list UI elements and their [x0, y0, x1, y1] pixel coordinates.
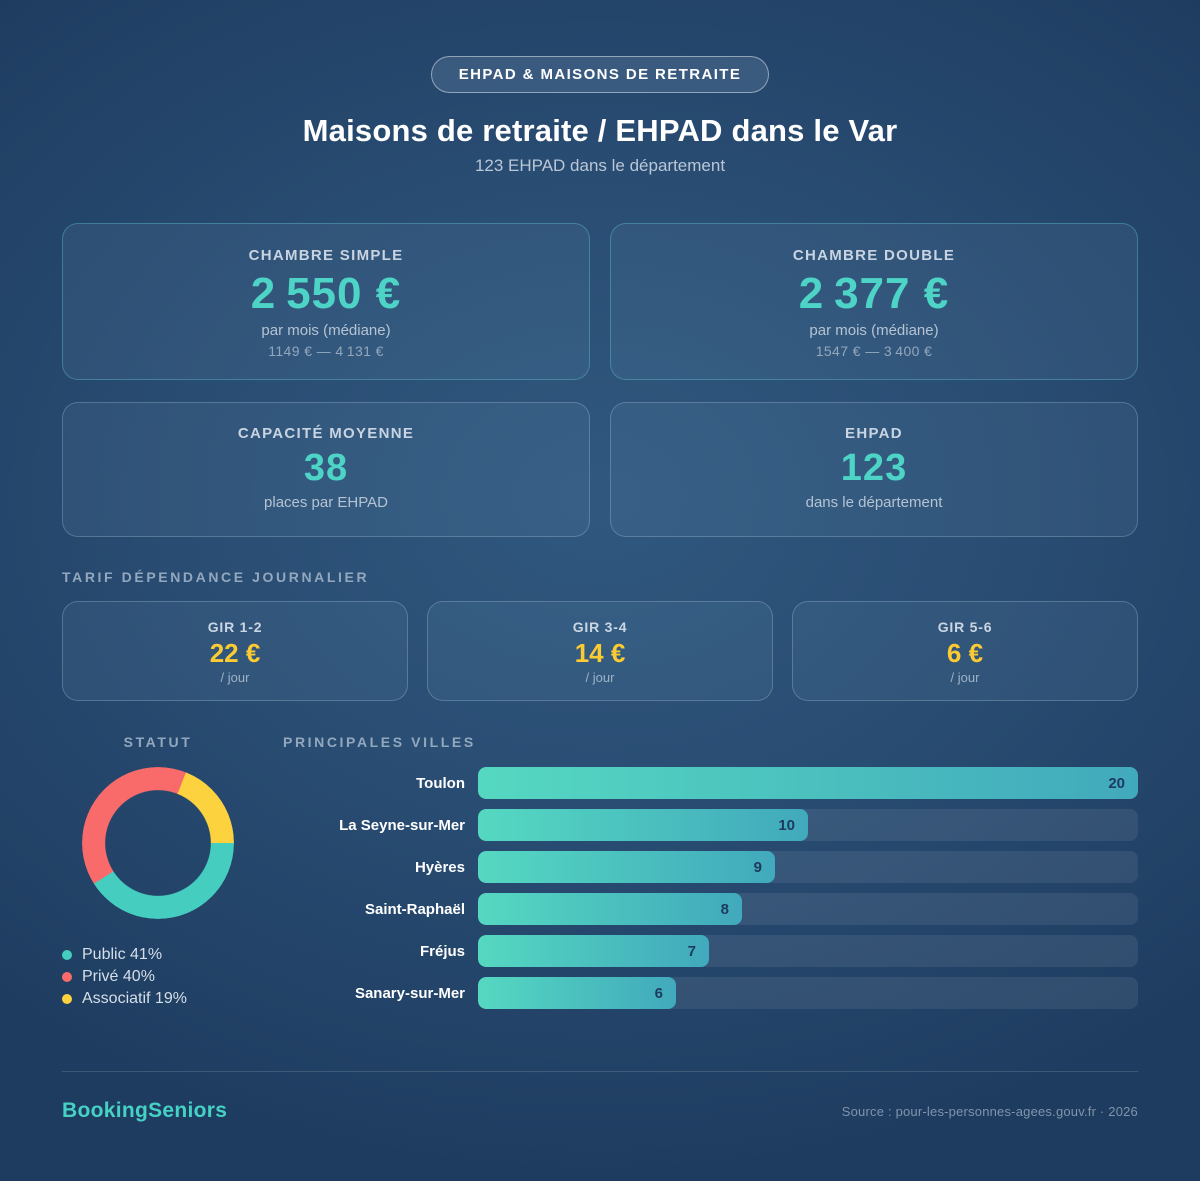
bar-value-label: 9 — [753, 858, 762, 876]
gir-label: GIR 1-2 — [207, 619, 263, 635]
bar-city-label: Toulon — [416, 774, 465, 792]
bar-fill: 7 — [478, 935, 709, 967]
card-subtext: places par EHPAD — [264, 494, 388, 511]
legend-item: Privé 40% — [62, 966, 282, 988]
statut-donut-chart — [82, 767, 234, 919]
gir-per-day: / jour — [585, 670, 615, 685]
legend-item: Associatif 19% — [62, 988, 282, 1010]
card-label: CHAMBRE SIMPLE — [248, 247, 404, 264]
bar-value-label: 8 — [720, 900, 729, 918]
legend-dot — [62, 950, 72, 960]
bar-city-label: La Seyne-sur-Mer — [339, 816, 465, 834]
statut-legend: Public 41% Privé 40% Associatif 19% — [62, 944, 282, 1010]
bar-city-label: Hyères — [414, 858, 465, 876]
gir-card-5-6: GIR 5-6 6 € / jour — [792, 601, 1138, 701]
card-label: EHPAD — [845, 425, 903, 442]
gir-cards-row: GIR 1-2 22 € / jour GIR 3-4 14 € / jour … — [62, 601, 1138, 701]
card-range: 1547 € — 3 400 € — [815, 343, 933, 359]
footer: BookingSeniors Source : pour-les-personn… — [62, 1072, 1138, 1123]
gir-label: GIR 3-4 — [572, 619, 628, 635]
bar-value-label: 10 — [778, 816, 795, 834]
legend-label: Privé 40% — [82, 968, 155, 985]
stat-card-capacite: CAPACITÉ MOYENNE 38 places par EHPAD — [62, 402, 590, 537]
bar-track: 20 — [478, 767, 1138, 799]
legend-label: Public 41% — [82, 946, 163, 963]
bar-track: 7 — [478, 935, 1138, 967]
gir-label: GIR 5-6 — [937, 619, 993, 635]
brand-logo: BookingSeniors — [62, 1099, 228, 1122]
gir-card-3-4: GIR 3-4 14 € / jour — [427, 601, 773, 701]
bar-track: 10 — [478, 809, 1138, 841]
card-range: 1149 € — 4 131 € — [268, 343, 384, 359]
stat-card-chambre-simple: CHAMBRE SIMPLE 2 550 € par mois (médiane… — [62, 223, 590, 380]
header: EHPAD & MAISONS DE RETRAITE Maisons de r… — [62, 0, 1138, 177]
bar-fill: 20 — [478, 767, 1138, 799]
bar-row: Fréjus 7 — [283, 935, 1138, 967]
bar-fill: 6 — [478, 977, 676, 1009]
bar-track: 8 — [478, 893, 1138, 925]
donut-ring — [82, 767, 234, 919]
statut-chart-block: STATUT Public 41% Privé 40% Associatif 1… — [62, 734, 282, 1010]
stat-cards-row-1: CHAMBRE SIMPLE 2 550 € par mois (médiane… — [62, 223, 1138, 380]
bar-track: 9 — [478, 851, 1138, 883]
bar-row: Hyères 9 — [283, 851, 1138, 883]
card-subtext: par mois (médiane) — [261, 322, 391, 339]
card-label: CAPACITÉ MOYENNE — [237, 425, 415, 442]
bar-value-label: 7 — [687, 942, 696, 960]
gir-per-day: / jour — [220, 670, 250, 685]
statut-heading: STATUT — [123, 734, 193, 750]
villes-chart-block: PRINCIPALES VILLES Toulon 20 La Seyne-su… — [282, 734, 1138, 1009]
legend-dot — [62, 994, 72, 1004]
legend-label: Associatif 19% — [82, 990, 187, 1007]
card-value: 38 — [303, 447, 349, 489]
bar-row: Saint-Raphaël 8 — [283, 893, 1138, 925]
page-subtitle: 123 EHPAD dans le département — [474, 156, 726, 175]
stat-card-chambre-double: CHAMBRE DOUBLE 2 377 € par mois (médiane… — [610, 223, 1138, 380]
bar-row: Sanary-sur-Mer 6 — [283, 977, 1138, 1009]
gir-card-1-2: GIR 1-2 22 € / jour — [62, 601, 408, 701]
gir-value: 14 € — [574, 638, 626, 668]
footer-divider — [62, 1071, 1138, 1072]
stat-card-ehpad-count: EHPAD 123 dans le département — [610, 402, 1138, 537]
bar-fill: 8 — [478, 893, 742, 925]
card-value: 2 377 € — [798, 269, 950, 318]
card-value: 123 — [840, 447, 908, 489]
legend-item: Public 41% — [62, 944, 282, 966]
bar-fill: 9 — [478, 851, 775, 883]
bar-track: 6 — [478, 977, 1138, 1009]
card-subtext: dans le département — [805, 494, 943, 511]
villes-bar-chart: Toulon 20 La Seyne-sur-Mer 10 Hyères 9 S… — [283, 767, 1138, 1009]
legend-dot — [62, 972, 72, 982]
category-badge: EHPAD & MAISONS DE RETRAITE — [430, 56, 770, 93]
charts-section: STATUT Public 41% Privé 40% Associatif 1… — [62, 734, 1138, 1010]
gir-value: 6 € — [946, 638, 984, 668]
bar-fill: 10 — [478, 809, 808, 841]
bar-city-label: Fréjus — [419, 942, 465, 960]
page-title: Maisons de retraite / EHPAD dans le Var — [302, 113, 898, 148]
tarif-section-heading: TARIF DÉPENDANCE JOURNALIER — [62, 569, 370, 585]
bar-value-label: 20 — [1108, 774, 1125, 792]
source-credit: Source : pour-les-personnes-agees.gouv.f… — [841, 1103, 1138, 1119]
card-value: 2 550 € — [250, 269, 402, 318]
villes-heading: PRINCIPALES VILLES — [283, 734, 476, 750]
bar-city-label: Sanary-sur-Mer — [354, 984, 465, 1002]
bar-city-label: Saint-Raphaël — [364, 900, 465, 918]
bar-row: Toulon 20 — [283, 767, 1138, 799]
gir-value: 22 € — [209, 638, 261, 668]
gir-per-day: / jour — [950, 670, 980, 685]
bar-value-label: 6 — [654, 984, 663, 1002]
card-label: CHAMBRE DOUBLE — [792, 247, 956, 264]
stat-cards-row-2: CAPACITÉ MOYENNE 38 places par EHPAD EHP… — [62, 402, 1138, 537]
bar-row: La Seyne-sur-Mer 10 — [283, 809, 1138, 841]
card-subtext: par mois (médiane) — [809, 322, 939, 339]
